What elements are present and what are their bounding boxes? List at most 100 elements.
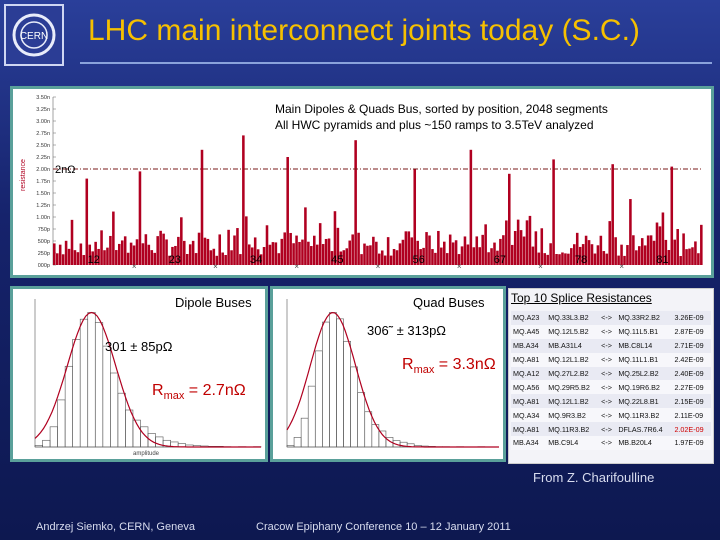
splice-cell: MB.A31L4 [546, 338, 600, 353]
resistance-bar [602, 251, 606, 265]
threshold-label: 2nΩ [55, 164, 75, 176]
resistance-bar [180, 217, 183, 265]
resistance-bar [177, 236, 180, 265]
resistance-bar [575, 232, 579, 265]
resistance-bar [156, 236, 159, 265]
resistance-bar [519, 230, 523, 265]
resistance-bar [171, 246, 174, 265]
resistance-bar [481, 234, 484, 265]
splice-cell: MQ.27L2.B2 [546, 366, 600, 381]
hist-bar [64, 365, 73, 448]
resistance-bar [197, 232, 201, 265]
resistance-bar [209, 250, 213, 265]
resistance-bar [310, 246, 313, 265]
hist-bar [125, 409, 134, 448]
sector-label: 34 [250, 254, 262, 266]
resistance-bar [623, 255, 626, 265]
resistance-bar [242, 135, 245, 265]
splice-cell: MQ.A56 [511, 380, 547, 395]
resistance-bar [646, 235, 650, 265]
resistance-bar [401, 239, 405, 265]
resistance-bar [531, 246, 535, 265]
resistance-bar [558, 254, 561, 265]
splice-row: MB.A34 MB.C9L4 <-> MB.B20L4 1.97E-09 [511, 436, 711, 450]
splice-cell: MB.B20L4 [616, 436, 673, 450]
splice-cell: MQ.12L1.B2 [546, 352, 600, 367]
resistance-bar [239, 254, 242, 265]
resistance-bar [94, 241, 97, 265]
resistance-bar [505, 220, 508, 265]
y-tick-label: 500p [38, 239, 50, 245]
resistance-bar [120, 240, 124, 265]
hist-bar [117, 392, 126, 448]
resistance-bar [386, 237, 390, 265]
quad-gaussian-fit [286, 311, 499, 448]
resistance-bar [629, 199, 632, 265]
hist-bar [34, 445, 43, 448]
splice-cell: 2.42E-09 [672, 352, 711, 367]
resistance-bar [67, 248, 71, 265]
y-tick-label: 250p [38, 251, 50, 257]
resistance-bar [673, 239, 677, 265]
resistance-bar [339, 251, 343, 265]
dipole-gaussian-fit [34, 311, 261, 448]
dipole-rmax-sub: max [163, 390, 185, 403]
title-underline [80, 62, 712, 64]
hist-bar [350, 366, 358, 448]
cern-logo-icon: CERN [12, 13, 56, 57]
sector-label: 67 [494, 254, 506, 266]
resistance-bar [327, 238, 331, 265]
splice-cell: MQ.11L1.B1 [616, 352, 673, 367]
hist-bar [42, 439, 51, 448]
resistance-bar [416, 240, 419, 265]
resistance-bar [528, 215, 532, 265]
splice-cell: <-> [599, 366, 617, 381]
splice-cell: MQ.33R2.B2 [616, 311, 673, 325]
resistance-bar [496, 250, 499, 265]
splice-cell: 2.27E-09 [672, 380, 711, 395]
resistance-bar [640, 238, 644, 265]
resistance-bar [200, 149, 204, 265]
resistance-bar [670, 166, 674, 265]
resistance-bar [419, 249, 422, 265]
resistance-bar [73, 250, 77, 265]
resistance-bar [460, 246, 464, 265]
quad-rmax-prefix: R [402, 356, 414, 373]
splice-cell: <-> [599, 311, 617, 325]
resistance-bar [694, 241, 697, 265]
splice-cell: MQ.25L2.B2 [616, 366, 673, 381]
resistance-bar [212, 248, 216, 265]
resistance-bar [380, 250, 384, 265]
hist-bar [364, 411, 373, 448]
resistance-bar [286, 157, 289, 265]
resistance-bar [584, 235, 588, 265]
resistance-bar [315, 244, 319, 265]
resistance-bar [502, 235, 505, 265]
resistance-bar [490, 248, 493, 265]
resistance-bar [150, 250, 154, 265]
sector-label: 23 [169, 254, 181, 266]
resistance-bar [318, 223, 322, 265]
resistance-bar [126, 252, 130, 265]
resistance-bar [366, 245, 369, 265]
resistance-bar [118, 243, 121, 265]
splice-cell: <-> [599, 324, 617, 339]
dipole-rmax: Rmax = 2.7nΩ [150, 382, 248, 403]
resistance-bar [508, 173, 511, 265]
resistance-bar [227, 229, 230, 265]
resistance-bar [301, 239, 304, 265]
splice-cell: MQ.A23 [511, 311, 547, 325]
chart-subtitle: All HWC pyramids and plus ~150 ramps to … [275, 118, 594, 132]
y-tick-label: 1.00n [36, 215, 50, 221]
source-credit: From Z. Charifoulline [533, 470, 655, 485]
dipole-rmax-prefix: R [152, 382, 164, 399]
resistance-bar [649, 235, 653, 265]
y-tick-label: 3.00n [36, 119, 50, 125]
resistance-bar [510, 244, 514, 265]
resistance-bar [389, 255, 393, 265]
sector-label: 81 [656, 254, 668, 266]
resistance-bar [324, 238, 328, 265]
resistance-bar [250, 247, 254, 265]
resistance-bar [484, 224, 487, 265]
splice-cell: 1.97E-09 [672, 436, 711, 450]
